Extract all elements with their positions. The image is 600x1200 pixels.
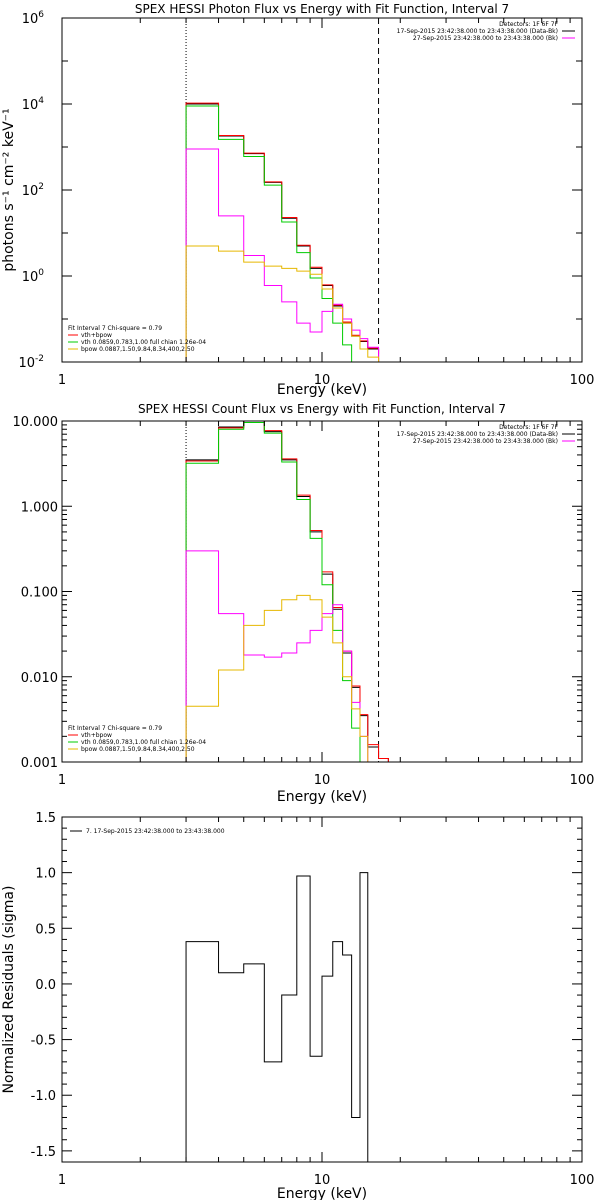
detector-header-line: 17-Sep-2015 23:42:38.000 to 23:43:38.000… xyxy=(397,28,558,35)
series-line-4 xyxy=(185,245,380,362)
chart-title: SPEX HESSI Count Flux vs Energy with Fit… xyxy=(138,402,506,416)
resid-chart: 1 10 100 Energy (keV) -1.5 -1.0 -0.5 0.0 0.5 1.0 1… xyxy=(1,811,594,1200)
x-tick-label: 10 xyxy=(314,773,331,788)
y-axis-label: photons s⁻¹ cm⁻² keV⁻¹ xyxy=(1,108,17,271)
x-tick-label: 1 xyxy=(58,773,66,788)
x-tick-label: 10 xyxy=(314,1173,331,1188)
fit-legend-entry: vth 0.0859,0.783,1.00 full chian 1.26e-0… xyxy=(81,739,206,746)
photon-chart: SPEX HESSI Photon Flux vs Energy with Fi… xyxy=(1,2,594,398)
series-line-3 xyxy=(185,550,389,762)
fit-legend-entry: vth+bpow xyxy=(81,732,112,739)
x-axis-label: Energy (keV) xyxy=(277,382,367,398)
y-tick-label: -1.0 xyxy=(31,1089,56,1104)
detector-header-line: 27-Sep-2015 23:42:38.000 to 23:43:38.000… xyxy=(413,35,558,42)
count-chart: SPEX HESSI Count Flux vs Energy with Fit… xyxy=(13,402,595,805)
fit-legend-entry: Fit Interval 7 Chi-square = 0.79 xyxy=(68,725,162,732)
x-tick-label: 100 xyxy=(570,773,595,788)
y-tick-label: 100 xyxy=(22,268,45,285)
x-axis-label: Energy (keV) xyxy=(277,789,367,805)
y-tick-label: 104 xyxy=(22,96,45,113)
plot-area xyxy=(185,421,389,762)
fit-legend-entry: Fit Interval 7 Chi-square = 0.79 xyxy=(68,325,162,332)
y-tick-label: 1.0 xyxy=(35,867,56,882)
plot-area xyxy=(185,18,380,362)
x-tick-label: 100 xyxy=(570,373,595,388)
y-tick-label: 102 xyxy=(22,182,44,199)
series-line-0 xyxy=(185,103,380,362)
y-tick-label: 0.5 xyxy=(35,922,56,937)
y-tick-label: 1.5 xyxy=(35,811,56,826)
series-line-0 xyxy=(185,421,389,762)
detector-header-line: Detectors: 1F 6F 7F xyxy=(499,21,558,28)
x-tick-label: 1 xyxy=(58,1173,66,1188)
fit-legend-entry: bpow 0.0887,1.50,9.84,8.34,400,2.50 xyxy=(81,346,195,353)
x-axis-label: Energy (keV) xyxy=(277,1186,367,1200)
series-line-2 xyxy=(185,422,389,762)
series-line-3 xyxy=(185,148,380,362)
y-tick-label: -0.5 xyxy=(31,1034,56,1049)
detector-header-line: 17-Sep-2015 23:42:38.000 to 23:43:38.000… xyxy=(397,431,558,438)
fit-legend-entry: vth 0.0859,0.783,1.00 full chian 1.26e-0… xyxy=(81,339,206,346)
y-tick-label: 0.010 xyxy=(21,671,58,686)
detector-header-line: Detectors: 1F 6F 7F xyxy=(499,424,558,431)
y-tick-label: 0.001 xyxy=(21,756,58,771)
plot-frame xyxy=(61,17,583,363)
chart-title: SPEX HESSI Photon Flux vs Energy with Fi… xyxy=(135,2,509,16)
y-tick-label: 10.000 xyxy=(13,415,59,430)
y-tick-label: 0.0 xyxy=(35,978,56,993)
plot-frame xyxy=(61,420,583,763)
series-line-0 xyxy=(185,872,380,1162)
y-tick-label: 10-2 xyxy=(18,354,44,371)
legend-entry: 7. 17-Sep-2015 23:42:38.000 to 23:43:38.… xyxy=(86,828,225,835)
y-tick-label: -1.5 xyxy=(31,1145,56,1160)
y-tick-label: 0.100 xyxy=(21,586,58,601)
y-axis-label: Normalized Residuals (sigma) xyxy=(1,886,17,1094)
series-line-2 xyxy=(185,105,380,362)
x-tick-label: 100 xyxy=(570,1173,595,1188)
y-tick-label: 1.000 xyxy=(21,500,58,515)
x-tick-label: 1 xyxy=(58,373,66,388)
detector-header-line: 27-Sep-2015 23:42:38.000 to 23:43:38.000… xyxy=(413,438,558,445)
fit-legend-entry: bpow 0.0887,1.50,9.84,8.34,400,2.50 xyxy=(81,746,195,753)
series-line-4 xyxy=(185,594,389,762)
series-line-1 xyxy=(185,102,380,362)
fit-legend-entry: vth+bpow xyxy=(81,332,112,339)
plot-area xyxy=(185,872,380,1162)
y-tick-label: 106 xyxy=(22,10,45,27)
x-tick-label: 10 xyxy=(314,373,331,388)
series-line-1 xyxy=(185,421,389,762)
